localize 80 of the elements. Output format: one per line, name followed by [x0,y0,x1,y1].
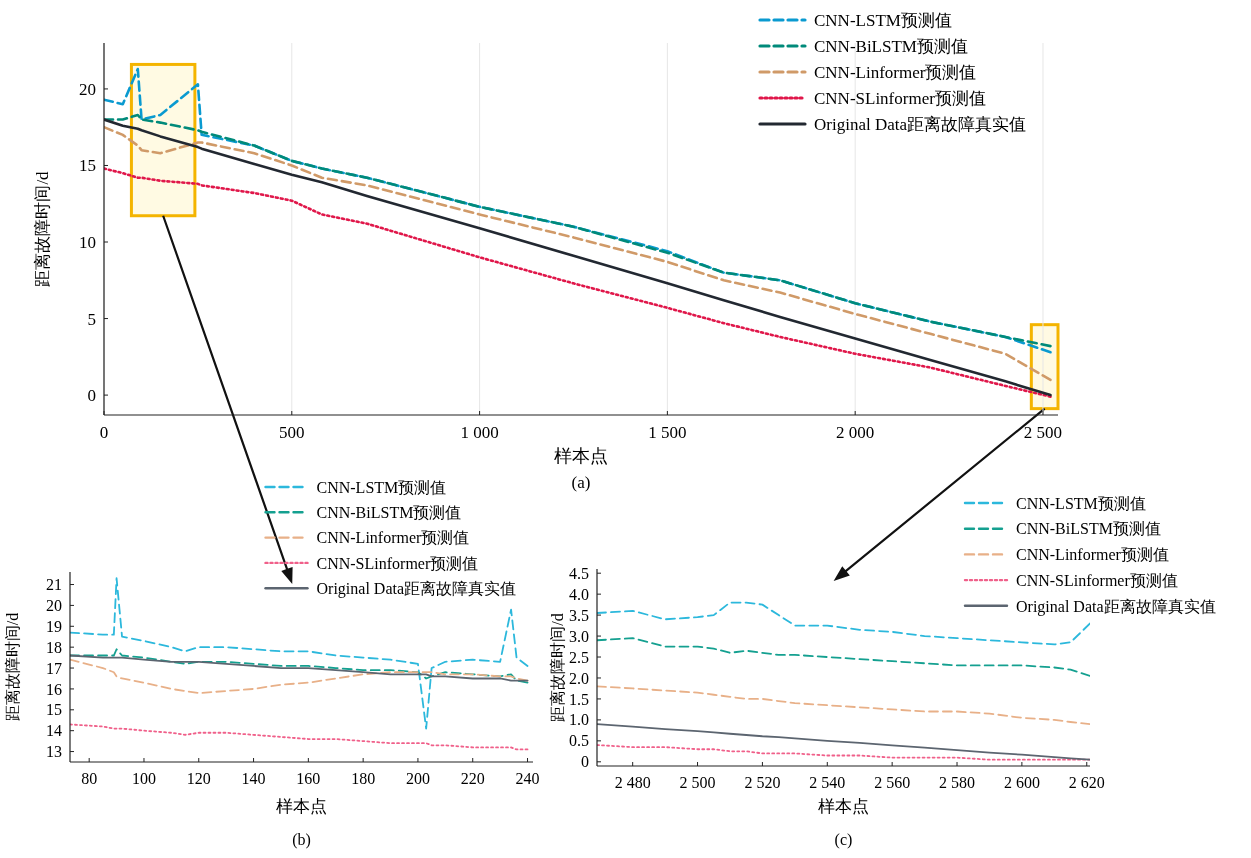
legend-label: CNN-LSTM预测值 [814,11,952,31]
y-tick-label: 19 [46,617,62,635]
line-series [70,577,529,730]
y-tick-label: 15 [79,156,96,176]
legend-label: CNN-LSTM预测值 [316,478,447,496]
x-tick-label: 1 000 [460,423,499,442]
y-tick-label: 0 [581,753,589,771]
x-tick-label: 2 500 [679,774,716,791]
y-tick-label: 21 [46,576,62,594]
x-tick-label: 100 [131,770,156,787]
text: (c) [834,831,853,849]
y-tick-label: 0 [87,386,96,406]
line-series [597,723,1090,761]
x-tick-label: 2 480 [614,774,651,791]
x-tick-label: 2 000 [836,423,875,442]
x-tick-label: 2 500 [1023,423,1063,442]
y-tick-label: 16 [46,680,62,698]
line-series [597,637,1090,677]
y-tick-label: 3.0 [569,627,589,645]
legend-label: CNN-SLinformer预测值 [814,89,986,109]
x-tick-label: 1 500 [648,423,687,442]
x-axis-title: 样本点 [276,797,327,816]
y-tick-label: 20 [46,597,62,615]
y-tick-label: 2.5 [569,648,589,666]
x-axis-title: 样本点 [818,797,869,816]
legend-label: Original Data距离故障真实值 [1016,597,1216,616]
line-series [70,723,529,751]
y-tick-label: 4.5 [569,564,589,582]
x-tick-label: 240 [515,770,540,787]
x-tick-label: 160 [296,770,321,787]
legend-label: CNN-BiLSTM预测值 [1016,520,1161,538]
y-axis-title: 距离故障时间/d [549,613,566,722]
y-tick-label: 17 [46,659,62,677]
legend-label: CNN-SLinformer预测值 [316,554,479,572]
x-tick-label: 500 [279,423,305,442]
x-tick-label: 80 [81,770,98,787]
x-tick-label: 2 620 [1068,774,1105,791]
line-series [104,113,1052,348]
y-tick-label: 15 [46,701,62,719]
x-tick-label: 180 [351,770,376,787]
y-tick-label: 1.5 [569,690,589,708]
y-axis-title: 距离故障时间/d [4,612,21,722]
x-tick-label: 140 [241,770,266,787]
y-tick-label: 18 [46,638,62,656]
x-tick-label: 2 580 [939,774,976,791]
y-tick-label: 13 [46,743,62,761]
y-tick-label: 0.5 [569,732,589,750]
legend-label: Original Data距离故障真实值 [316,579,517,598]
x-tick-label: 2 600 [1003,774,1040,791]
y-tick-label: 5 [87,309,96,329]
legend-label: CNN-SLinformer预测值 [1016,571,1178,589]
x-tick-label: 120 [186,770,211,787]
legend-label: Original Data距离故障真实值 [814,115,1026,135]
x-tick-label: 0 [99,423,109,442]
line-series [104,167,1052,398]
y-tick-label: 2.0 [569,669,589,687]
legend-label: CNN-BiLSTM预测值 [316,504,462,522]
x-axis-title: 样本点 [554,446,608,466]
legend-label: CNN-BiLSTM预测值 [814,37,968,57]
y-tick-label: 3.5 [569,606,589,624]
x-tick-label: 2 520 [744,774,781,791]
x-tick-label: 2 540 [809,774,846,791]
y-tick-label: 10 [79,232,96,252]
y-tick-label: 20 [79,79,96,99]
y-tick-label: 14 [46,722,62,740]
x-tick-label: 2 560 [874,774,911,791]
y-axis-title: 距离故障时间/d [33,170,52,287]
text: (b) [292,831,311,849]
y-tick-label: 1.0 [569,711,589,729]
x-tick-label: 220 [460,770,485,787]
text: (a) [571,473,591,492]
line-series [70,654,529,682]
y-tick-label: 4.0 [569,585,589,603]
legend-label: CNN-Linformer预测值 [814,63,977,83]
line-series [597,685,1090,725]
legend-label: CNN-Linformer预测值 [316,529,470,547]
line-series [70,658,529,694]
legend-label: CNN-Linformer预测值 [1016,546,1169,564]
x-tick-label: 200 [405,770,430,787]
legend-label: CNN-LSTM预测值 [1016,494,1146,512]
